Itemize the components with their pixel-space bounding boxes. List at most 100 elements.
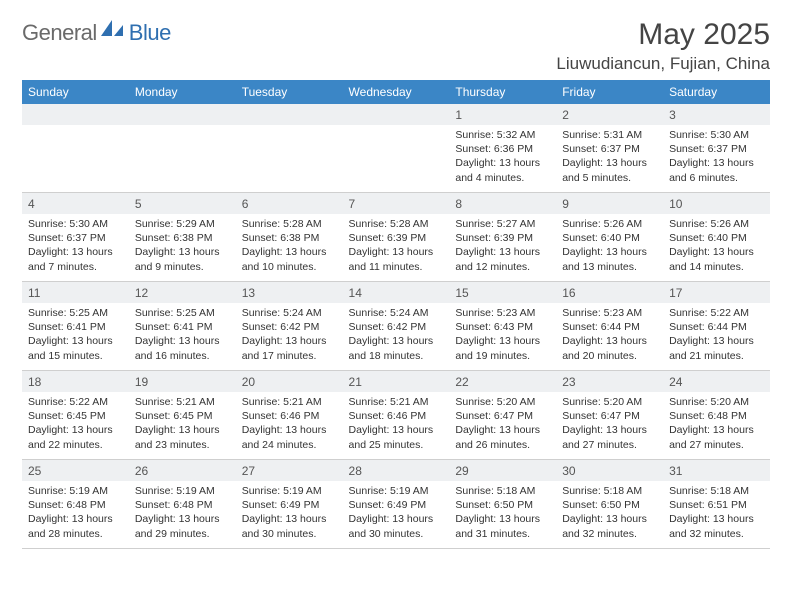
day-details: Sunrise: 5:23 AMSunset: 6:43 PMDaylight:… (455, 306, 550, 364)
day-number-row: 18192021222324 (22, 371, 770, 393)
weekday-header: Tuesday (236, 80, 343, 104)
day-details: Sunrise: 5:30 AMSunset: 6:37 PMDaylight:… (669, 128, 764, 186)
day-details: Sunrise: 5:18 AMSunset: 6:50 PMDaylight:… (455, 484, 550, 542)
day-details: Sunrise: 5:24 AMSunset: 6:42 PMDaylight:… (349, 306, 444, 364)
weekday-header-row: Sunday Monday Tuesday Wednesday Thursday… (22, 80, 770, 104)
day-number-cell: 17 (663, 282, 770, 304)
calendar-table: Sunday Monday Tuesday Wednesday Thursday… (22, 80, 770, 549)
day-content-cell: Sunrise: 5:30 AMSunset: 6:37 PMDaylight:… (663, 125, 770, 193)
day-content-cell: Sunrise: 5:24 AMSunset: 6:42 PMDaylight:… (343, 303, 450, 371)
day-number-cell: 26 (129, 460, 236, 482)
day-details: Sunrise: 5:19 AMSunset: 6:48 PMDaylight:… (135, 484, 230, 542)
month-title: May 2025 (556, 18, 770, 52)
logo-sail-icon (101, 20, 127, 43)
day-number-cell: 29 (449, 460, 556, 482)
day-number-cell (129, 104, 236, 125)
day-number-cell: 24 (663, 371, 770, 393)
day-details: Sunrise: 5:21 AMSunset: 6:46 PMDaylight:… (242, 395, 337, 453)
day-content-cell (129, 125, 236, 193)
day-content-cell: Sunrise: 5:23 AMSunset: 6:44 PMDaylight:… (556, 303, 663, 371)
day-content-cell: Sunrise: 5:19 AMSunset: 6:48 PMDaylight:… (22, 481, 129, 549)
day-number-row: 45678910 (22, 193, 770, 215)
day-number-cell: 23 (556, 371, 663, 393)
day-details: Sunrise: 5:25 AMSunset: 6:41 PMDaylight:… (135, 306, 230, 364)
day-number-cell: 22 (449, 371, 556, 393)
day-details: Sunrise: 5:32 AMSunset: 6:36 PMDaylight:… (455, 128, 550, 186)
day-number-cell: 1 (449, 104, 556, 125)
day-number-cell: 13 (236, 282, 343, 304)
day-content-cell: Sunrise: 5:26 AMSunset: 6:40 PMDaylight:… (556, 214, 663, 282)
day-number-cell: 20 (236, 371, 343, 393)
logo: General Blue (22, 20, 171, 46)
day-details: Sunrise: 5:18 AMSunset: 6:51 PMDaylight:… (669, 484, 764, 542)
weekday-header: Saturday (663, 80, 770, 104)
day-content-cell: Sunrise: 5:29 AMSunset: 6:38 PMDaylight:… (129, 214, 236, 282)
day-content-cell: Sunrise: 5:27 AMSunset: 6:39 PMDaylight:… (449, 214, 556, 282)
day-number-cell: 11 (22, 282, 129, 304)
day-content-cell: Sunrise: 5:32 AMSunset: 6:36 PMDaylight:… (449, 125, 556, 193)
weekday-header: Friday (556, 80, 663, 104)
day-details: Sunrise: 5:25 AMSunset: 6:41 PMDaylight:… (28, 306, 123, 364)
day-content-cell: Sunrise: 5:19 AMSunset: 6:49 PMDaylight:… (343, 481, 450, 549)
day-content-cell: Sunrise: 5:18 AMSunset: 6:50 PMDaylight:… (556, 481, 663, 549)
day-content-cell: Sunrise: 5:19 AMSunset: 6:48 PMDaylight:… (129, 481, 236, 549)
day-number-cell: 2 (556, 104, 663, 125)
day-number-cell: 15 (449, 282, 556, 304)
day-details: Sunrise: 5:23 AMSunset: 6:44 PMDaylight:… (562, 306, 657, 364)
day-number-cell: 19 (129, 371, 236, 393)
day-content-cell: Sunrise: 5:28 AMSunset: 6:38 PMDaylight:… (236, 214, 343, 282)
day-content-cell: Sunrise: 5:20 AMSunset: 6:48 PMDaylight:… (663, 392, 770, 460)
day-number-cell: 25 (22, 460, 129, 482)
title-block: May 2025 Liuwudiancun, Fujian, China (556, 18, 770, 74)
day-details: Sunrise: 5:18 AMSunset: 6:50 PMDaylight:… (562, 484, 657, 542)
weekday-header: Sunday (22, 80, 129, 104)
day-details: Sunrise: 5:26 AMSunset: 6:40 PMDaylight:… (669, 217, 764, 275)
logo-text-general: General (22, 20, 97, 46)
day-details: Sunrise: 5:19 AMSunset: 6:49 PMDaylight:… (242, 484, 337, 542)
day-content-row: Sunrise: 5:22 AMSunset: 6:45 PMDaylight:… (22, 392, 770, 460)
day-content-cell (22, 125, 129, 193)
day-number-cell: 9 (556, 193, 663, 215)
day-number-cell: 12 (129, 282, 236, 304)
day-number-cell: 8 (449, 193, 556, 215)
day-content-cell: Sunrise: 5:20 AMSunset: 6:47 PMDaylight:… (556, 392, 663, 460)
day-content-cell: Sunrise: 5:30 AMSunset: 6:37 PMDaylight:… (22, 214, 129, 282)
day-content-cell: Sunrise: 5:22 AMSunset: 6:44 PMDaylight:… (663, 303, 770, 371)
day-content-cell: Sunrise: 5:18 AMSunset: 6:51 PMDaylight:… (663, 481, 770, 549)
day-number-cell: 30 (556, 460, 663, 482)
day-number-cell: 6 (236, 193, 343, 215)
day-number-cell (22, 104, 129, 125)
day-content-cell: Sunrise: 5:25 AMSunset: 6:41 PMDaylight:… (129, 303, 236, 371)
day-content-cell: Sunrise: 5:18 AMSunset: 6:50 PMDaylight:… (449, 481, 556, 549)
page-header: General Blue May 2025 Liuwudiancun, Fuji… (22, 18, 770, 74)
logo-text-blue: Blue (129, 20, 171, 46)
day-content-cell: Sunrise: 5:20 AMSunset: 6:47 PMDaylight:… (449, 392, 556, 460)
day-details: Sunrise: 5:20 AMSunset: 6:47 PMDaylight:… (562, 395, 657, 453)
day-details: Sunrise: 5:30 AMSunset: 6:37 PMDaylight:… (28, 217, 123, 275)
day-details: Sunrise: 5:24 AMSunset: 6:42 PMDaylight:… (242, 306, 337, 364)
weekday-header: Thursday (449, 80, 556, 104)
day-content-cell: Sunrise: 5:25 AMSunset: 6:41 PMDaylight:… (22, 303, 129, 371)
day-details: Sunrise: 5:26 AMSunset: 6:40 PMDaylight:… (562, 217, 657, 275)
day-details (349, 128, 444, 186)
day-content-row: Sunrise: 5:30 AMSunset: 6:37 PMDaylight:… (22, 214, 770, 282)
day-number-cell: 4 (22, 193, 129, 215)
day-number-cell: 3 (663, 104, 770, 125)
day-number-cell: 18 (22, 371, 129, 393)
day-content-row: Sunrise: 5:25 AMSunset: 6:41 PMDaylight:… (22, 303, 770, 371)
day-details: Sunrise: 5:21 AMSunset: 6:45 PMDaylight:… (135, 395, 230, 453)
day-details: Sunrise: 5:20 AMSunset: 6:48 PMDaylight:… (669, 395, 764, 453)
day-details (242, 128, 337, 186)
day-details: Sunrise: 5:19 AMSunset: 6:48 PMDaylight:… (28, 484, 123, 542)
day-details: Sunrise: 5:22 AMSunset: 6:45 PMDaylight:… (28, 395, 123, 453)
day-details: Sunrise: 5:28 AMSunset: 6:39 PMDaylight:… (349, 217, 444, 275)
day-number-cell (236, 104, 343, 125)
day-content-cell (236, 125, 343, 193)
day-details: Sunrise: 5:19 AMSunset: 6:49 PMDaylight:… (349, 484, 444, 542)
day-number-cell: 31 (663, 460, 770, 482)
day-number-row: 123 (22, 104, 770, 125)
day-number-row: 25262728293031 (22, 460, 770, 482)
day-content-cell (343, 125, 450, 193)
day-content-row: Sunrise: 5:19 AMSunset: 6:48 PMDaylight:… (22, 481, 770, 549)
weekday-header: Wednesday (343, 80, 450, 104)
